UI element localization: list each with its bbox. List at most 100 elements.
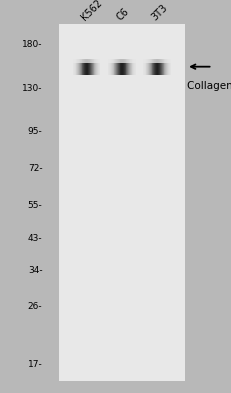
Bar (109, 63, 110, 75)
Bar (128, 59, 129, 63)
Bar (131, 59, 132, 63)
Bar (135, 63, 136, 75)
Bar (98, 59, 99, 63)
Bar (81, 63, 82, 75)
Bar (78, 59, 79, 63)
Bar (167, 59, 168, 63)
Bar (83, 59, 84, 63)
Bar (159, 59, 160, 63)
Bar (167, 63, 168, 75)
Bar (73, 59, 74, 63)
Bar (128, 63, 129, 75)
Bar (77, 59, 78, 63)
Bar (160, 63, 161, 75)
Bar (96, 63, 97, 75)
Text: 3T3: 3T3 (150, 2, 170, 22)
Bar (117, 59, 118, 63)
Bar (161, 63, 162, 75)
Bar (89, 59, 90, 63)
Bar (113, 63, 114, 75)
Bar (156, 63, 157, 75)
Bar (94, 59, 95, 63)
Bar (154, 63, 155, 75)
Bar (146, 63, 147, 75)
Bar (114, 59, 115, 63)
Bar (87, 63, 88, 75)
Bar (152, 59, 153, 63)
Bar (82, 59, 83, 63)
Bar (84, 59, 85, 63)
Bar (118, 59, 119, 63)
Bar (154, 59, 155, 63)
Bar (76, 59, 77, 63)
Bar (93, 59, 94, 63)
Text: 34-: 34- (28, 266, 43, 275)
Bar (108, 59, 109, 63)
Bar (155, 63, 156, 75)
Bar (144, 59, 145, 63)
Bar (130, 59, 131, 63)
Bar (165, 63, 166, 75)
Bar (124, 59, 125, 63)
Bar (89, 63, 90, 75)
Bar (90, 63, 91, 75)
Bar (146, 59, 147, 63)
Bar (162, 59, 163, 63)
Bar (158, 59, 159, 63)
Bar (164, 63, 165, 75)
Bar (88, 59, 89, 63)
Bar (98, 63, 99, 75)
Bar (80, 63, 81, 75)
Bar (119, 63, 120, 75)
Bar (149, 59, 150, 63)
Bar (132, 63, 133, 75)
Bar (127, 63, 128, 75)
Bar (97, 63, 98, 75)
Text: 43-: 43- (28, 234, 43, 243)
Bar (77, 63, 78, 75)
Text: 17-: 17- (28, 360, 43, 369)
Bar (82, 63, 83, 75)
Bar (157, 63, 158, 75)
Bar (163, 63, 164, 75)
Bar (143, 63, 144, 75)
Bar (97, 59, 98, 63)
Bar (133, 59, 134, 63)
Bar (99, 59, 100, 63)
Bar (145, 63, 146, 75)
Bar (126, 59, 127, 63)
Bar (135, 59, 136, 63)
Bar (159, 63, 160, 75)
Bar (147, 59, 148, 63)
Bar (90, 59, 91, 63)
Bar (122, 63, 123, 75)
Bar (76, 63, 77, 75)
Bar (109, 59, 110, 63)
Bar (134, 59, 135, 63)
Bar (91, 59, 92, 63)
Bar (88, 63, 89, 75)
Bar (132, 59, 133, 63)
Bar (166, 59, 167, 63)
Bar (121, 59, 122, 63)
Bar (148, 63, 149, 75)
Bar (145, 59, 146, 63)
Bar (79, 63, 80, 75)
Bar (95, 59, 96, 63)
Text: 180-: 180- (22, 40, 43, 49)
Bar (84, 63, 85, 75)
Bar (161, 59, 162, 63)
Bar (111, 59, 112, 63)
Bar (133, 63, 134, 75)
Bar (81, 59, 82, 63)
Bar (96, 59, 97, 63)
Bar (112, 63, 113, 75)
Bar (153, 63, 154, 75)
Bar (116, 59, 117, 63)
Bar (110, 59, 111, 63)
Bar (113, 59, 114, 63)
Bar (144, 63, 145, 75)
Bar (149, 63, 150, 75)
Bar (87, 59, 88, 63)
Bar (150, 63, 151, 75)
